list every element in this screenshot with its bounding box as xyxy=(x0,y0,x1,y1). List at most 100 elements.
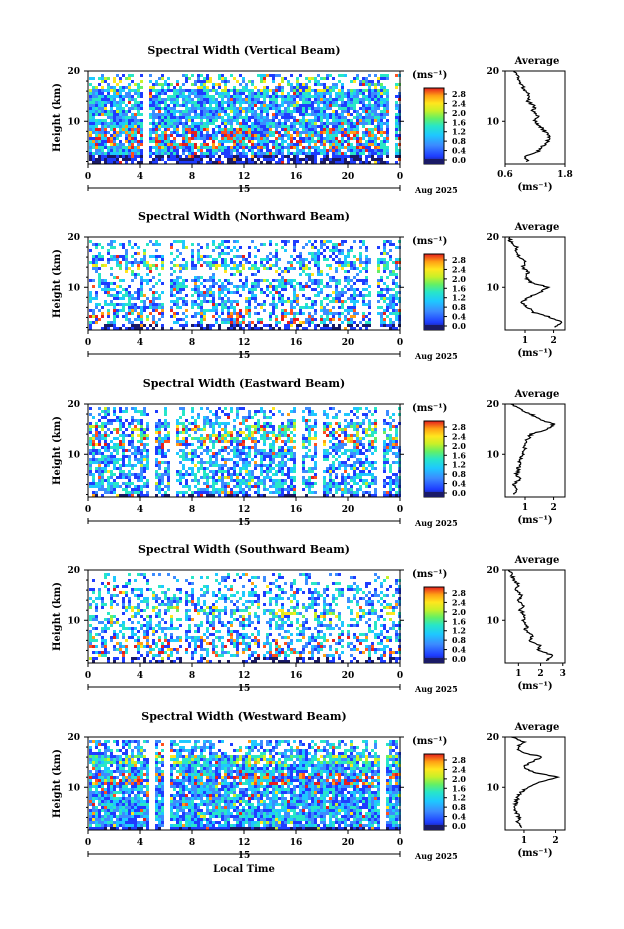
heatmap-cell xyxy=(395,83,398,86)
heatmap-cell xyxy=(158,243,161,246)
heatmap-cell xyxy=(335,279,338,282)
heatmap-cell xyxy=(107,321,110,324)
heatmap-cell xyxy=(380,291,383,294)
heatmap-cell xyxy=(128,476,131,479)
heatmap-cell xyxy=(182,312,185,315)
heatmap-cell xyxy=(254,161,257,164)
heatmap-cell xyxy=(128,309,131,312)
heatmap-cell xyxy=(101,452,104,455)
heatmap-cell xyxy=(335,113,338,116)
heatmap-cell xyxy=(140,428,143,431)
heatmap-cell xyxy=(209,137,212,140)
heatmap-cell xyxy=(239,134,242,137)
heatmap-cell xyxy=(179,306,182,309)
heatmap-cell xyxy=(356,74,359,77)
heatmap-cell xyxy=(392,312,395,315)
heatmap-cell xyxy=(188,98,191,101)
heatmap-cell xyxy=(248,80,251,83)
heatmap-cell xyxy=(260,122,263,125)
heatmap-cell xyxy=(347,306,350,309)
heatmap-cell xyxy=(92,458,95,461)
heatmap-cell xyxy=(113,155,116,158)
heatmap-cell xyxy=(125,455,128,458)
heatmap-cell xyxy=(197,128,200,131)
heatmap-cell xyxy=(296,327,299,330)
heatmap-cell xyxy=(266,149,269,152)
heatmap-cell xyxy=(299,143,302,146)
heatmap-cell xyxy=(287,155,290,158)
heatmap-cell xyxy=(212,243,215,246)
heatmap-cell xyxy=(140,107,143,110)
heatmap-cell xyxy=(338,92,341,95)
heatmap-cell xyxy=(338,315,341,318)
heatmap-cell xyxy=(116,327,119,330)
heatmap-cell xyxy=(266,470,269,473)
heatmap-cell xyxy=(224,279,227,282)
heatmap-cell xyxy=(239,107,242,110)
heatmap-cell xyxy=(200,119,203,122)
heatmap-cell xyxy=(353,89,356,92)
heatmap-cell xyxy=(242,449,245,452)
heatmap-cell xyxy=(194,288,197,291)
heatmap-cell xyxy=(119,485,122,488)
heatmap-cell xyxy=(158,312,161,315)
heatmap-cell xyxy=(176,149,179,152)
heatmap-cell xyxy=(95,491,98,494)
heatmap-cell xyxy=(194,285,197,288)
heatmap-cell xyxy=(395,122,398,125)
heatmap-cell xyxy=(242,131,245,134)
heatmap-cell xyxy=(326,101,329,104)
heatmap-cell xyxy=(128,422,131,425)
heatmap-cell xyxy=(176,146,179,149)
heatmap-cell xyxy=(221,140,224,143)
heatmap-cell xyxy=(155,116,158,119)
heatmap-cell xyxy=(218,128,221,131)
heatmap-cell xyxy=(206,89,209,92)
heatmap-cell xyxy=(311,255,314,258)
heatmap-cell xyxy=(311,140,314,143)
heatmap-cell xyxy=(389,249,392,252)
heatmap-cell xyxy=(338,279,341,282)
heatmap-cell xyxy=(230,267,233,270)
heatmap-cell xyxy=(140,288,143,291)
heatmap-cell xyxy=(350,104,353,107)
heatmap-cell xyxy=(122,488,125,491)
heatmap-cell xyxy=(116,291,119,294)
heatmap-cell xyxy=(149,140,152,143)
heatmap-cell xyxy=(365,77,368,80)
heatmap-cell xyxy=(215,134,218,137)
heatmap-cell xyxy=(236,440,239,443)
heatmap-cell xyxy=(137,104,140,107)
heatmap-cell xyxy=(224,125,227,128)
heatmap-cell xyxy=(152,86,155,89)
heatmap-cell xyxy=(89,449,92,452)
heatmap-cell xyxy=(212,240,215,243)
heatmap-cell xyxy=(206,461,209,464)
heatmap-cell xyxy=(182,146,185,149)
heatmap-cell xyxy=(281,288,284,291)
heatmap-cell xyxy=(392,273,395,276)
heatmap-cell xyxy=(164,440,167,443)
heatmap-cell xyxy=(233,89,236,92)
heatmap-cell xyxy=(359,101,362,104)
heatmap-cell xyxy=(143,467,146,470)
heatmap-cell xyxy=(332,300,335,303)
heatmap-cell xyxy=(119,279,122,282)
heatmap-cell xyxy=(137,461,140,464)
heatmap-cell xyxy=(146,479,149,482)
heatmap-cell xyxy=(191,315,194,318)
heatmap-cell xyxy=(254,324,257,327)
heatmap-cell xyxy=(305,107,308,110)
heatmap-cell xyxy=(218,158,221,161)
heatmap-cell xyxy=(353,261,356,264)
heatmap-cell xyxy=(179,264,182,267)
heatmap-cell xyxy=(260,464,263,467)
heatmap-cell xyxy=(353,267,356,270)
heatmap-cell xyxy=(149,270,152,273)
heatmap-cell xyxy=(203,440,206,443)
heatmap-cell xyxy=(281,89,284,92)
heatmap-cell xyxy=(221,77,224,80)
heatmap-cell xyxy=(137,434,140,437)
heatmap-cell xyxy=(170,294,173,297)
heatmap-cell xyxy=(260,104,263,107)
